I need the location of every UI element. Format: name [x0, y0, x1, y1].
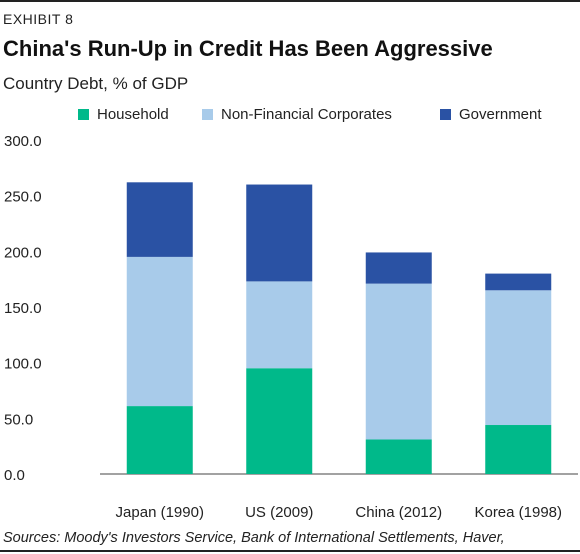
top-rule [0, 0, 580, 2]
source-note: Sources: Moody's Investors Service, Bank… [3, 530, 505, 546]
legend-item-household: Household [78, 106, 169, 123]
bar-government-3 [365, 252, 432, 284]
legend-label-household: Household [97, 106, 169, 123]
x-tick-label: Korea (1998) [474, 504, 562, 521]
exhibit-label: EXHIBIT 8 [3, 11, 74, 27]
x-tick-label: US (2009) [245, 504, 313, 521]
x-tick-label: China (2012) [355, 504, 442, 521]
bar-household-4 [485, 425, 552, 474]
bar-government-4 [485, 273, 552, 291]
y-tick-label: 150.0 [4, 300, 42, 317]
y-tick-label: 200.0 [4, 244, 42, 261]
y-tick-label: 50.0 [4, 411, 33, 428]
chart-subtitle: Country Debt, % of GDP [3, 74, 189, 93]
legend-swatch-government [440, 109, 451, 120]
bar-government-1 [126, 182, 193, 257]
bar-non-financial-corporates-3 [365, 283, 432, 440]
bar-household-1 [126, 406, 193, 474]
bar-non-financial-corporates-4 [485, 290, 552, 426]
y-tick-label: 0.0 [4, 467, 25, 484]
legend-item-non-financial-corporates: Non-Financial Corporates [202, 106, 392, 123]
y-tick-label: 250.0 [4, 189, 42, 206]
legend-item-government: Government [440, 106, 542, 123]
legend-swatch-household [78, 109, 89, 120]
bar-non-financial-corporates-2 [246, 281, 313, 369]
bar-non-financial-corporates-1 [126, 256, 193, 407]
legend-swatch-non-financial-corporates [202, 109, 213, 120]
y-tick-label: 100.0 [4, 356, 42, 373]
bar-household-2 [246, 368, 313, 474]
legend-label-government: Government [459, 106, 542, 123]
bottom-rule [0, 550, 580, 552]
bar-household-3 [365, 439, 432, 474]
chart-legend: Household Non-Financial Corporates Gover… [0, 106, 580, 126]
bar-government-2 [246, 184, 313, 282]
legend-label-non-financial-corporates: Non-Financial Corporates [221, 106, 392, 123]
chart-title: China's Run-Up in Credit Has Been Aggres… [3, 36, 493, 61]
y-tick-label: 300.0 [4, 133, 42, 150]
x-tick-label: Japan (1990) [116, 504, 204, 521]
